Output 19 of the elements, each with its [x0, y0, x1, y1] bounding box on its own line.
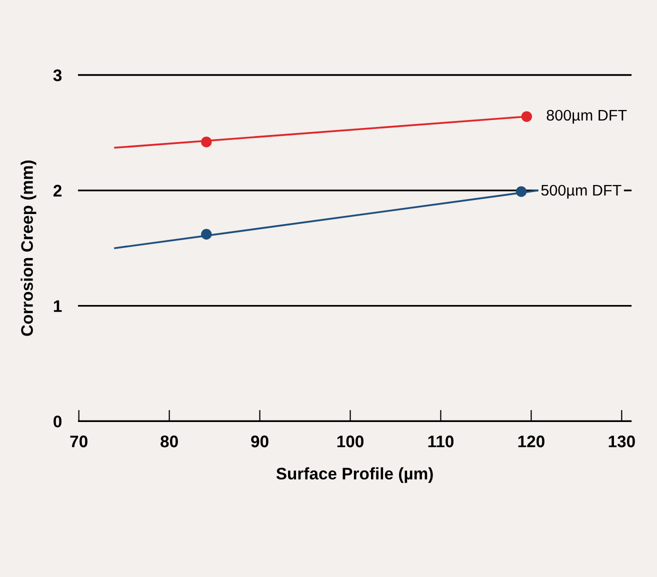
- y-axis-title: Corrosion Creep (mm): [20, 160, 36, 336]
- point: [201, 228, 212, 240]
- point: [521, 111, 532, 122]
- point: [516, 186, 527, 197]
- y-tick-label: 3: [53, 69, 62, 82]
- point: [201, 136, 212, 148]
- y-tick-label: 1: [54, 300, 62, 312]
- x-tick-label: 70: [70, 436, 88, 448]
- x-tick-label: 100: [337, 436, 364, 448]
- x-tick-label: 130: [608, 436, 635, 448]
- x-tick-label: 120: [518, 436, 544, 448]
- x-tick-label: 110: [428, 436, 454, 448]
- y-tick-label: 2: [53, 184, 62, 196]
- series-label: 500µm DFT: [541, 184, 622, 199]
- series-label: 800µm DFT: [546, 110, 627, 124]
- x-tick-label: 80: [160, 436, 178, 448]
- x-axis-title: Surface Profile (µm): [276, 467, 433, 483]
- y-tick-label: 0: [54, 416, 62, 428]
- x-tick-label: 90: [251, 436, 268, 448]
